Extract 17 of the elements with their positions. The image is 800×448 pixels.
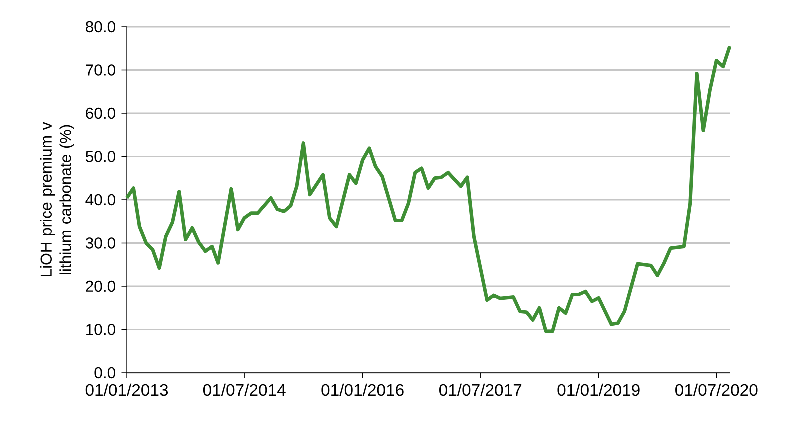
x-tick-label: 01/01/2016 bbox=[322, 384, 404, 396]
y-tick-label: 40.0 bbox=[86, 194, 116, 206]
y-tick-label: 20.0 bbox=[86, 280, 116, 292]
x-tick-label: 01/07/2020 bbox=[676, 384, 758, 396]
x-tick-label: 01/01/2019 bbox=[558, 384, 640, 396]
y-tick-label: 0.0 bbox=[94, 367, 116, 379]
y-axis-title: LiOH price premium v lithium carbonate (%) bbox=[40, 122, 74, 276]
y-tick-label: 70.0 bbox=[86, 64, 116, 76]
y-tick-label: 30.0 bbox=[86, 238, 116, 249]
x-tick-label: 01/07/2014 bbox=[203, 384, 286, 396]
line-series bbox=[125, 44, 732, 334]
y-tick-label: 50.0 bbox=[86, 151, 116, 162]
x-tick-label: 01/07/2017 bbox=[440, 384, 522, 396]
x-tick-label: 01/01/2013 bbox=[86, 384, 168, 396]
y-tick-label: 10.0 bbox=[86, 324, 116, 336]
y-tick-label: 60.0 bbox=[86, 108, 116, 120]
y-tick-label: 80.0 bbox=[86, 21, 116, 33]
